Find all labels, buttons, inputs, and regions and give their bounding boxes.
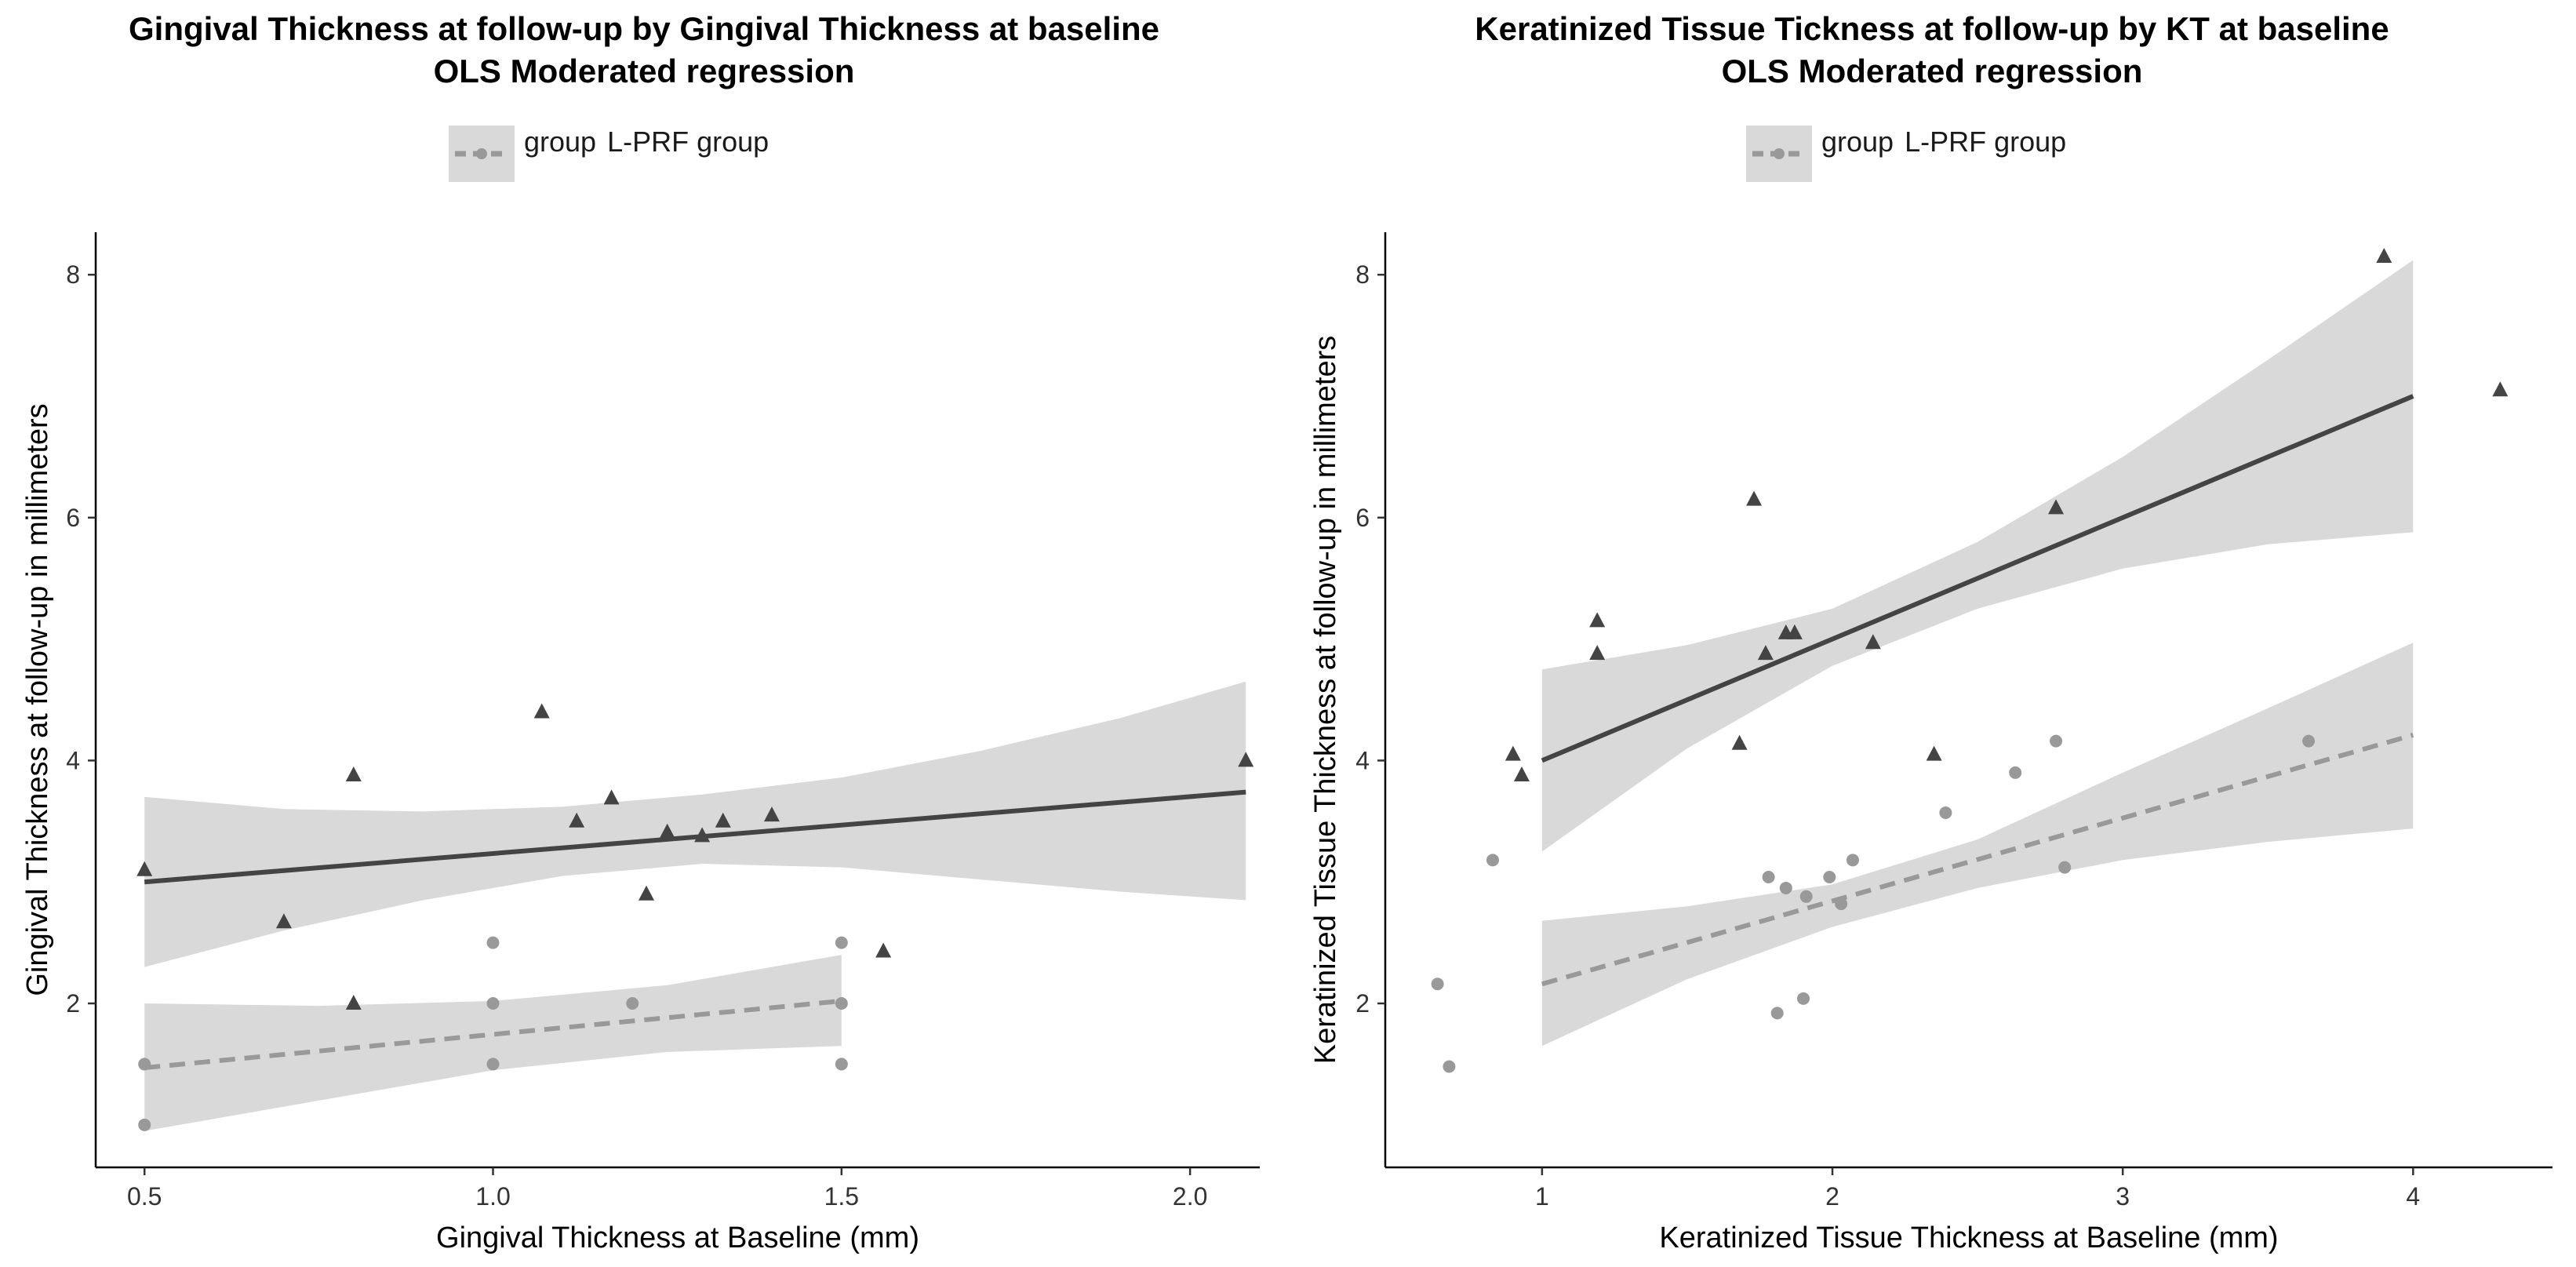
data-point-lprf (1443, 1060, 1456, 1073)
confidence-band-lprf (144, 955, 842, 1131)
data-point-lprf (835, 997, 848, 1010)
data-point-lprf (138, 1058, 151, 1071)
data-point-tctg (1926, 745, 1942, 761)
data-point-tctg (2376, 247, 2392, 263)
x-tick-label: 4 (2406, 1182, 2420, 1211)
data-point-lprf (1779, 881, 1792, 894)
y-tick-label: 6 (66, 504, 80, 532)
data-point-lprf (1770, 1007, 1784, 1020)
data-point-lprf (1939, 806, 1952, 819)
chart-title-line-2: OLS Moderated regression (1721, 53, 2143, 89)
x-tick-label: 3 (2116, 1182, 2130, 1211)
legend: tCTG group L-PRF group (449, 126, 780, 182)
data-point-tctg (715, 812, 731, 828)
y-axis-title: Keratinized Tissue Thickness at follow-u… (1309, 336, 1342, 1065)
confidence-band-tctg (144, 681, 1246, 967)
y-tick-label: 6 (1355, 504, 1370, 532)
legend: tCTG group L-PRF group (1746, 126, 2077, 182)
y-axis-title: Gingival Thickness at follow-up in milli… (21, 403, 54, 996)
legend-label-lprf: L-PRF group (607, 126, 770, 158)
data-point-lprf (835, 936, 848, 949)
regression-line-lprf (1541, 733, 2414, 987)
chart-panel-gingival: Gingival Thickness at follow-up by Gingi… (21, 10, 1260, 1254)
chart-title-line-2: OLS Moderated regression (433, 53, 855, 89)
data-point-tctg (569, 812, 585, 828)
plot-gingival: 0.5 1.0 1.5 2.0 2 4 6 8 Gingival Thickness at Ba… (21, 232, 1260, 1254)
y-tick-label: 2 (66, 989, 80, 1018)
y-tick-label: 4 (66, 746, 80, 774)
data-point-lprf (486, 1058, 500, 1071)
data-point-tctg (345, 766, 362, 781)
data-point-lprf (835, 1058, 848, 1071)
data-point-tctg (1504, 745, 1521, 761)
data-point-lprf (2302, 734, 2316, 748)
data-point-tctg (533, 703, 550, 719)
y-tick-label: 8 (66, 260, 80, 289)
data-point-tctg (875, 942, 892, 958)
chart-panel-keratinized: Keratinized Tissue Tickness at follow-up… (1288, 0, 2576, 1267)
data-point-lprf (1823, 871, 1836, 884)
data-point-lprf (2050, 734, 2063, 748)
data-point-tctg (1513, 766, 1530, 781)
regression-line-tctg (144, 789, 1246, 885)
data-point-lprf (1799, 890, 1813, 903)
data-point-tctg (136, 861, 153, 876)
data-point-lprf (138, 1118, 151, 1131)
y-tick-label: 4 (1355, 746, 1370, 774)
x-tick-label: 1.0 (475, 1182, 510, 1211)
data-point-lprf (486, 936, 500, 949)
chart-title-line-1: Keratinized Tissue Tickness at follow-up… (1475, 10, 2389, 47)
legend-item-lprf: L-PRF group (449, 126, 772, 182)
regression-line-tctg (1541, 394, 2414, 763)
legend-key-lprf (1746, 126, 1812, 182)
chart-title-line-1: Gingival Thickness at follow-up by Gingi… (129, 10, 1159, 47)
data-point-lprf (1431, 978, 1444, 991)
data-point-lprf (486, 997, 500, 1010)
data-point-tctg (1757, 645, 1774, 661)
data-point-tctg (659, 823, 675, 839)
data-point-tctg (1589, 612, 1606, 628)
x-tick-label: 2 (1825, 1182, 1839, 1211)
data-point-lprf (1835, 897, 1848, 911)
data-point-tctg (1238, 752, 1254, 767)
data-point-tctg (1746, 490, 1763, 506)
data-point-tctg (694, 827, 711, 843)
plot-keratinized: 1 2 3 4 2 4 6 8 Keratinized Tissue Thickness at … (1309, 232, 2552, 1254)
data-point-tctg (1589, 645, 1606, 661)
x-tick-label: 1.5 (824, 1182, 859, 1211)
data-point-tctg (1865, 634, 1881, 650)
data-point-tctg (2048, 499, 2065, 515)
data-point-lprf (1762, 871, 1775, 884)
data-point-lprf (626, 997, 639, 1010)
data-point-tctg (1731, 734, 1748, 750)
data-point-tctg (2492, 381, 2509, 397)
regression-line-lprf (144, 998, 842, 1071)
data-point-lprf (1797, 992, 1810, 1005)
data-point-tctg (275, 913, 292, 929)
legend-key-lprf (449, 126, 515, 182)
confidence-band-tctg (1541, 260, 2414, 852)
data-point-tctg (639, 885, 655, 901)
data-point-lprf (1846, 854, 1859, 867)
y-tick-label: 8 (1355, 260, 1370, 289)
data-point-lprf (2009, 766, 2022, 779)
confidence-band-lprf (1541, 643, 2414, 1047)
y-tick-label: 2 (1355, 989, 1370, 1018)
data-point-tctg (1786, 624, 1803, 639)
x-tick-label: 2.0 (1173, 1182, 1207, 1211)
x-tick-label: 1 (1535, 1182, 1549, 1211)
data-point-lprf (1486, 854, 1499, 867)
data-point-tctg (603, 789, 620, 805)
legend-label-lprf: L-PRF group (1905, 126, 2067, 158)
x-tick-label: 0.5 (127, 1182, 162, 1211)
x-axis-title: Keratinized Tissue Thickness at Baseline… (1659, 1221, 2278, 1254)
data-point-tctg (763, 806, 780, 822)
legend-item-lprf: L-PRF group (1746, 126, 2069, 182)
data-point-tctg (345, 995, 362, 1010)
x-axis-title: Gingival Thickness at Baseline (mm) (436, 1221, 919, 1254)
data-point-lprf (2058, 861, 2072, 874)
